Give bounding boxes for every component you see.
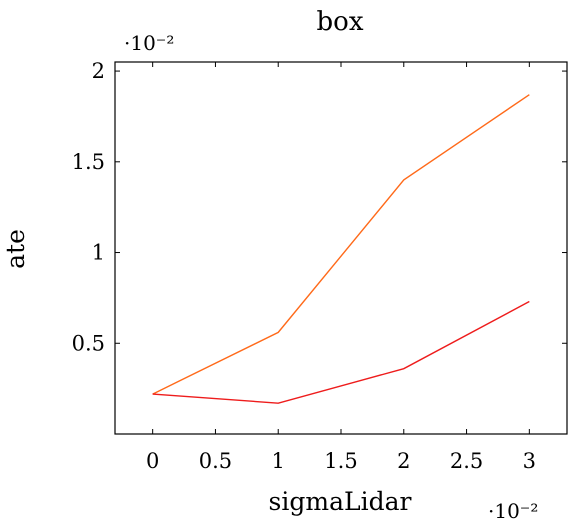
x-tick-label: 3 bbox=[523, 449, 536, 473]
x-axis-ticks: 0 0.5 1 1.5 2 2.5 3 bbox=[146, 62, 536, 473]
x-tick-label: 1.5 bbox=[324, 449, 357, 473]
plot-frame bbox=[114, 61, 568, 435]
series-line-1 bbox=[152, 94, 530, 395]
chart-title: box bbox=[317, 7, 364, 37]
y-axis-ticks: 0.5 1 1.5 2 bbox=[72, 59, 567, 355]
series-line-2 bbox=[152, 300, 530, 404]
y-tick-label: 1.5 bbox=[72, 150, 105, 174]
x-tick-label: 1 bbox=[272, 449, 285, 473]
x-tick-label: 0.5 bbox=[199, 449, 232, 473]
y-tick-label: 0.5 bbox=[72, 331, 105, 355]
plot-area: 0 0.5 1 1.5 2 2.5 3 0.5 1 1.5 2 bbox=[72, 59, 568, 473]
x-tick-label: 2.5 bbox=[450, 449, 483, 473]
y-axis-label: ate bbox=[1, 229, 30, 269]
x-tick-label: 2 bbox=[397, 449, 410, 473]
x-tick-label: 0 bbox=[146, 449, 159, 473]
series-lines bbox=[152, 94, 530, 404]
y-tick-label: 1 bbox=[92, 241, 105, 265]
x-axis-label: sigmaLidar bbox=[269, 487, 412, 516]
x-axis-multiplier: ·10⁻² bbox=[488, 499, 538, 523]
y-axis-multiplier: ·10⁻² bbox=[124, 31, 174, 55]
y-tick-label: 2 bbox=[92, 59, 105, 83]
